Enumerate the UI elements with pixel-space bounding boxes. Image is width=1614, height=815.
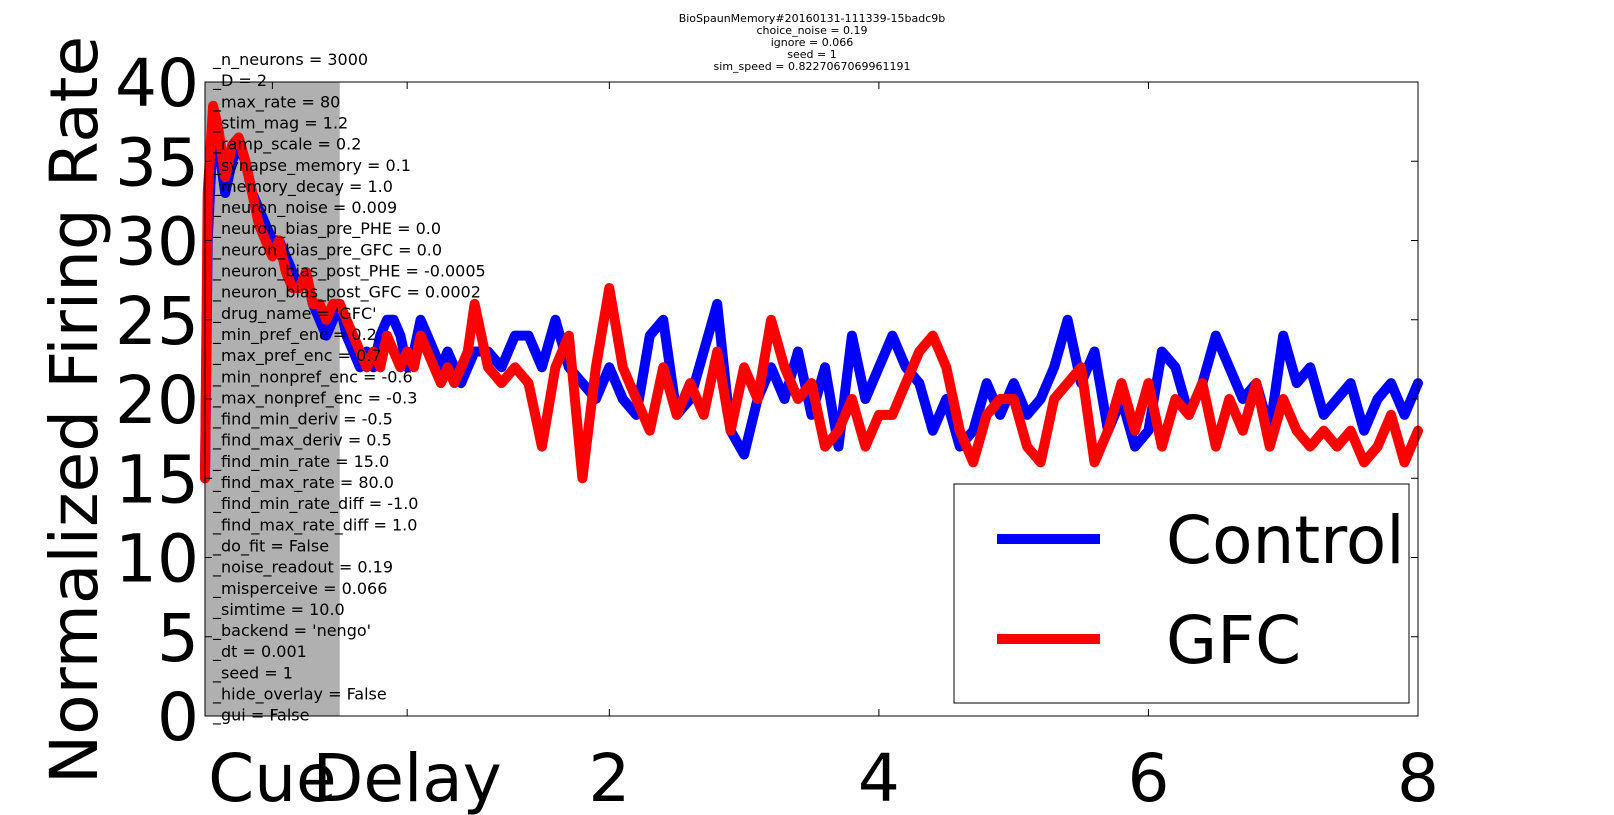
series-line-gfc (200, 100, 1423, 484)
y-tick-label: 10 (115, 521, 199, 598)
y-tick-label: 40 (115, 45, 199, 122)
param-line: _n_neurons = 3000 (212, 50, 368, 70)
legend-label: Control (1166, 502, 1405, 579)
param-line: _find_min_rate = 15.0 (212, 452, 389, 472)
title-line: choice_noise = 0.19 (756, 24, 867, 37)
param-line: _hide_overlay = False (212, 685, 387, 705)
param-line: _memory_decay = 1.0 (212, 177, 393, 197)
param-line: _find_max_deriv = 0.5 (212, 431, 392, 451)
title-line: ignore = 0.066 (771, 36, 854, 49)
legend: Control GFC (953, 483, 1410, 704)
param-line: _misperceive = 0.066 (212, 579, 387, 599)
param-line: _simtime = 10.0 (212, 600, 345, 620)
param-line: _stim_mag = 1.2 (212, 113, 348, 133)
param-line: _max_rate = 80 (212, 92, 340, 112)
y-tick-label: 0 (157, 679, 199, 756)
param-line: _ramp_scale = 0.2 (212, 135, 361, 155)
param-line: _find_min_deriv = -0.5 (212, 410, 393, 430)
param-line: _neuron_bias_pre_PHE = 0.0 (212, 219, 441, 239)
param-line: _min_pref_enc = 0.2 (212, 325, 377, 345)
param-line: _D = 2 (212, 71, 267, 91)
y-tick-label: 15 (115, 441, 199, 518)
param-line: _max_pref_enc = 0.7 (212, 346, 382, 366)
param-line: _neuron_bias_post_GFC = 0.0002 (212, 283, 481, 303)
x-tick-label: Delay (313, 740, 502, 815)
y-tick-label: 25 (115, 283, 199, 360)
param-line: _backend = 'nengo' (212, 621, 371, 641)
chart-title: BioSpaunMemory#20160131-111339-15badc9bc… (679, 12, 946, 73)
param-line: _min_nonpref_enc = -0.6 (212, 367, 413, 387)
param-line: _neuron_bias_pre_GFC = 0.0 (212, 240, 442, 260)
legend-box (953, 483, 1410, 704)
param-line: _neuron_bias_post_PHE = -0.0005 (212, 262, 486, 282)
title-line: seed = 1 (787, 48, 836, 61)
param-line: _neuron_noise = 0.009 (212, 198, 397, 218)
param-line: _synapse_memory = 0.1 (212, 156, 411, 176)
param-line: _find_max_rate_diff = 1.0 (212, 515, 417, 535)
y-tick-label: 5 (157, 600, 199, 677)
legend-label: GFC (1166, 602, 1301, 679)
x-tick-label: 6 (1127, 740, 1169, 815)
param-line: _find_min_rate_diff = -1.0 (212, 494, 418, 514)
y-tick-label: 20 (115, 362, 199, 439)
y-tick-label: 30 (115, 204, 199, 281)
series-line-control (200, 124, 1423, 484)
x-tick-label: Cue (208, 740, 337, 815)
title-line: BioSpaunMemory#20160131-111339-15badc9b (679, 12, 946, 25)
x-tick-label: 4 (858, 740, 900, 815)
param-line: _noise_readout = 0.19 (212, 558, 393, 578)
y-tick-label: 35 (115, 124, 199, 201)
y-axis-label-group: Normalized Firing Rate (36, 36, 113, 784)
title-line: sim_speed = 0.8227067069961191 (714, 60, 911, 73)
param-line: _do_fit = False (212, 536, 329, 556)
param-line: _gui = False (212, 706, 309, 726)
params-overlay: _n_neurons = 3000_D = 2_max_rate = 80_st… (212, 50, 486, 726)
param-line: _find_max_rate = 80.0 (212, 473, 394, 493)
x-tick-label: 8 (1397, 740, 1439, 815)
x-tick-label: 2 (588, 740, 630, 815)
param-line: _drug_name = 'GFC' (212, 304, 377, 324)
plot-lines (200, 100, 1423, 484)
param-line: _max_nonpref_enc = -0.3 (212, 388, 417, 408)
param-line: _seed = 1 (212, 663, 293, 683)
param-line: _dt = 0.001 (212, 642, 307, 662)
y-axis-label: Normalized Firing Rate (36, 36, 113, 784)
